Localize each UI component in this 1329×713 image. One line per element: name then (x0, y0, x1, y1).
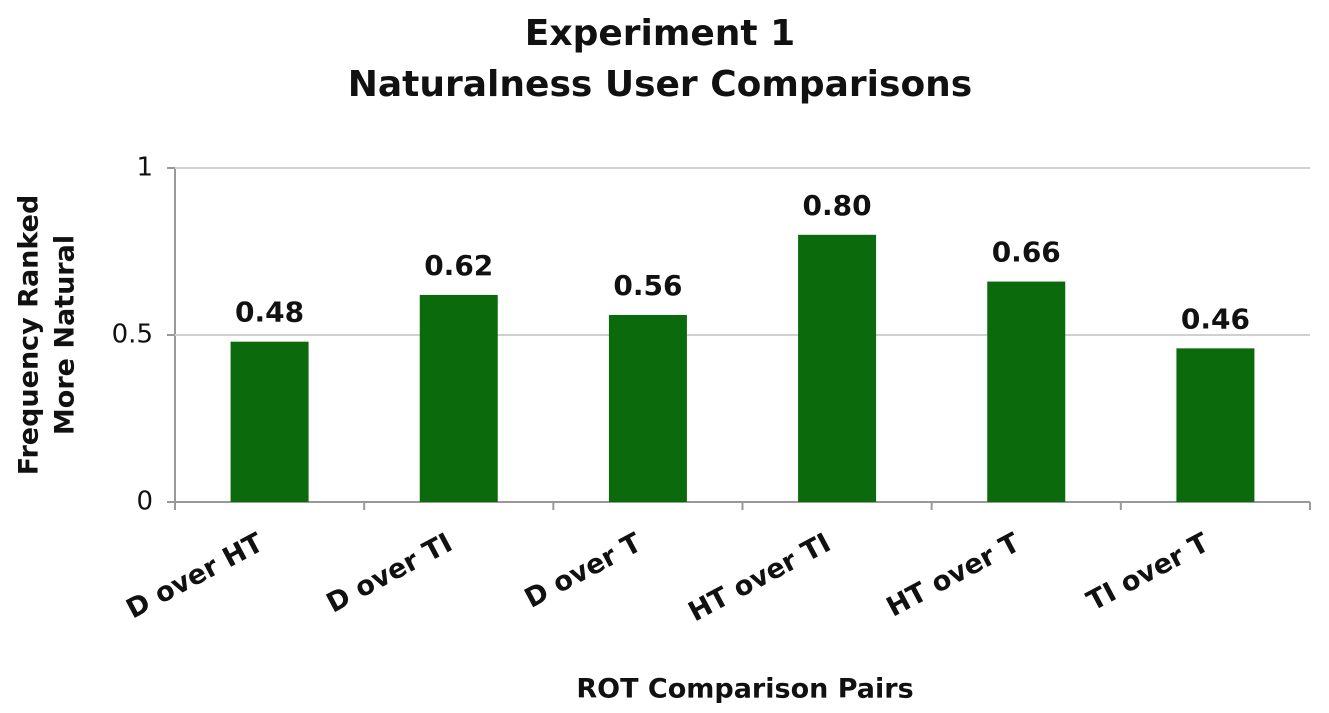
y-tick-label: 1 (136, 153, 153, 183)
x-axis-title: ROT Comparison Pairs (576, 674, 913, 705)
chart-title: Experiment 1 (525, 13, 795, 54)
x-tick-label: HT over T (882, 527, 1026, 623)
x-tick-label: D over HT (121, 527, 269, 625)
bar (608, 314, 687, 502)
x-tick-label: D over T (520, 527, 648, 614)
chart-title: Naturalness User Comparisons (348, 64, 972, 105)
y-tick-label: 0 (136, 487, 153, 517)
x-tick-label: TI over T (1082, 527, 1215, 617)
bar (419, 294, 498, 502)
bar (987, 281, 1066, 502)
data-label: 0.46 (1181, 302, 1250, 335)
bar (1176, 348, 1255, 502)
data-label: 0.66 (992, 236, 1061, 269)
y-axis-title: More Natural (50, 235, 81, 435)
y-tick-label: 0.5 (112, 320, 153, 350)
x-tick-label: HT over TI (684, 527, 836, 628)
bar (230, 341, 309, 502)
data-label: 0.48 (235, 296, 304, 329)
data-label: 0.80 (803, 189, 872, 222)
x-tick-label: D over TI (322, 527, 458, 619)
data-label: 0.62 (424, 249, 493, 282)
bar (798, 234, 877, 503)
data-label: 0.56 (613, 269, 682, 302)
y-axis-title: Frequency Ranked (14, 195, 45, 476)
